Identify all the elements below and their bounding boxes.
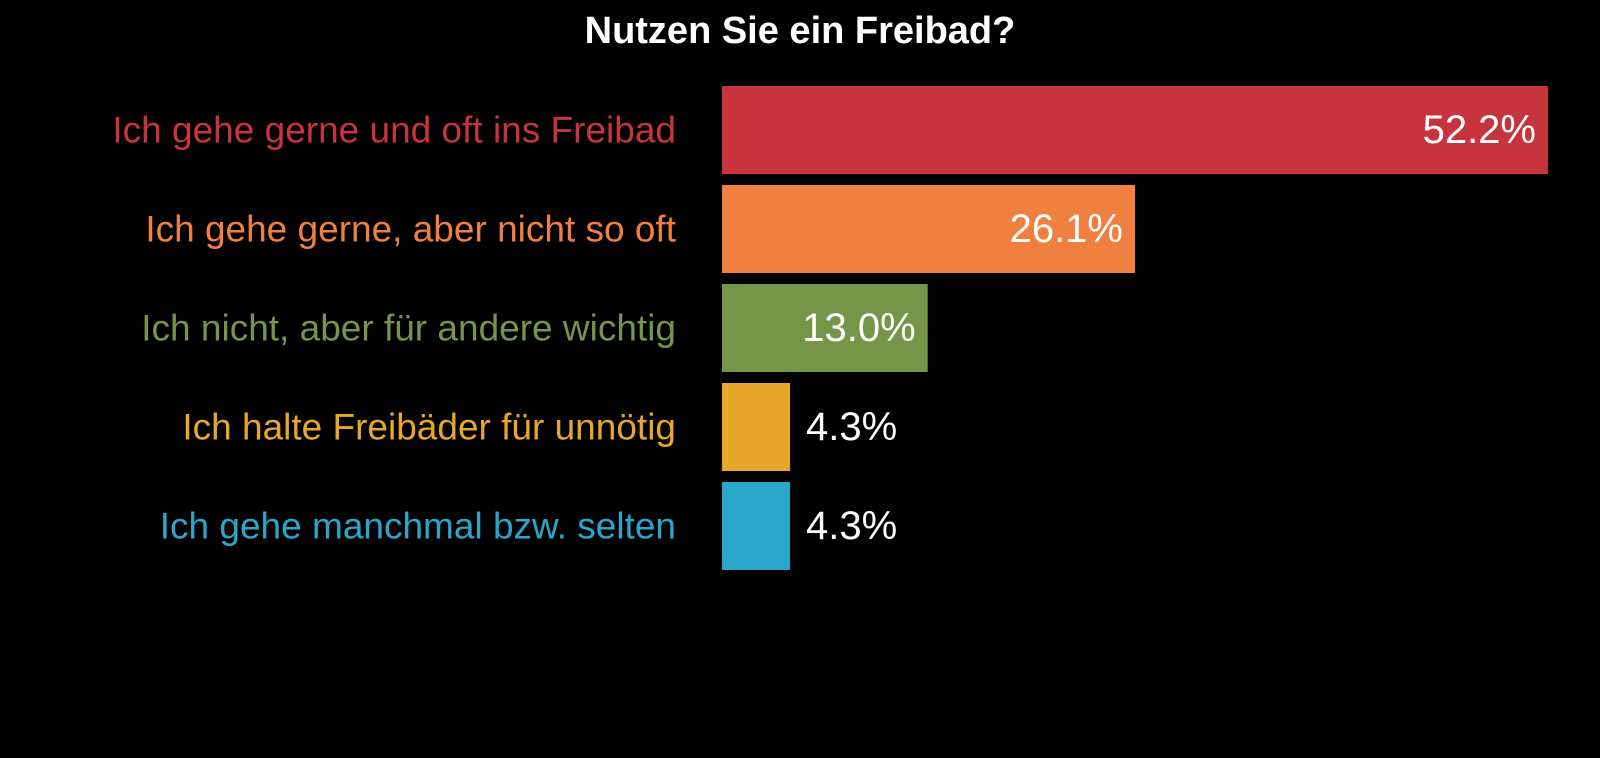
bar: [722, 383, 791, 471]
category-label: Ich gehe gerne, aber nicht so oft: [145, 209, 676, 250]
value-label: 4.3%: [806, 405, 897, 449]
value-label: 13.0%: [802, 306, 915, 350]
value-label: 4.3%: [806, 504, 897, 548]
bar-row: Ich gehe manchmal bzw. selten 4.3%: [160, 482, 897, 570]
bars-group: Ich gehe gerne und oft ins Freibad 52.2%I…: [112, 86, 1548, 570]
bar: [722, 482, 791, 570]
bar-row: Ich gehe gerne und oft ins Freibad 52.2%: [112, 86, 1548, 174]
bar: [722, 86, 1548, 174]
bar-row: Ich halte Freibäder für unnötig 4.3%: [182, 383, 897, 471]
bar-row: Ich nicht, aber für andere wichtig 13.0%: [141, 284, 928, 372]
category-label: Ich nicht, aber für andere wichtig: [141, 308, 676, 349]
bar-row: Ich gehe gerne, aber nicht so oft 26.1%: [145, 185, 1135, 273]
category-label: Ich halte Freibäder für unnötig: [182, 407, 676, 448]
chart-title: Nutzen Sie ein Freibad?: [584, 10, 1016, 52]
value-label: 26.1%: [1010, 207, 1123, 251]
category-label: Ich gehe gerne und oft ins Freibad: [112, 110, 676, 151]
bar: [722, 284, 928, 372]
category-label: Ich gehe manchmal bzw. selten: [160, 506, 676, 547]
value-label: 52.2%: [1423, 108, 1536, 152]
bar: [722, 185, 1135, 273]
